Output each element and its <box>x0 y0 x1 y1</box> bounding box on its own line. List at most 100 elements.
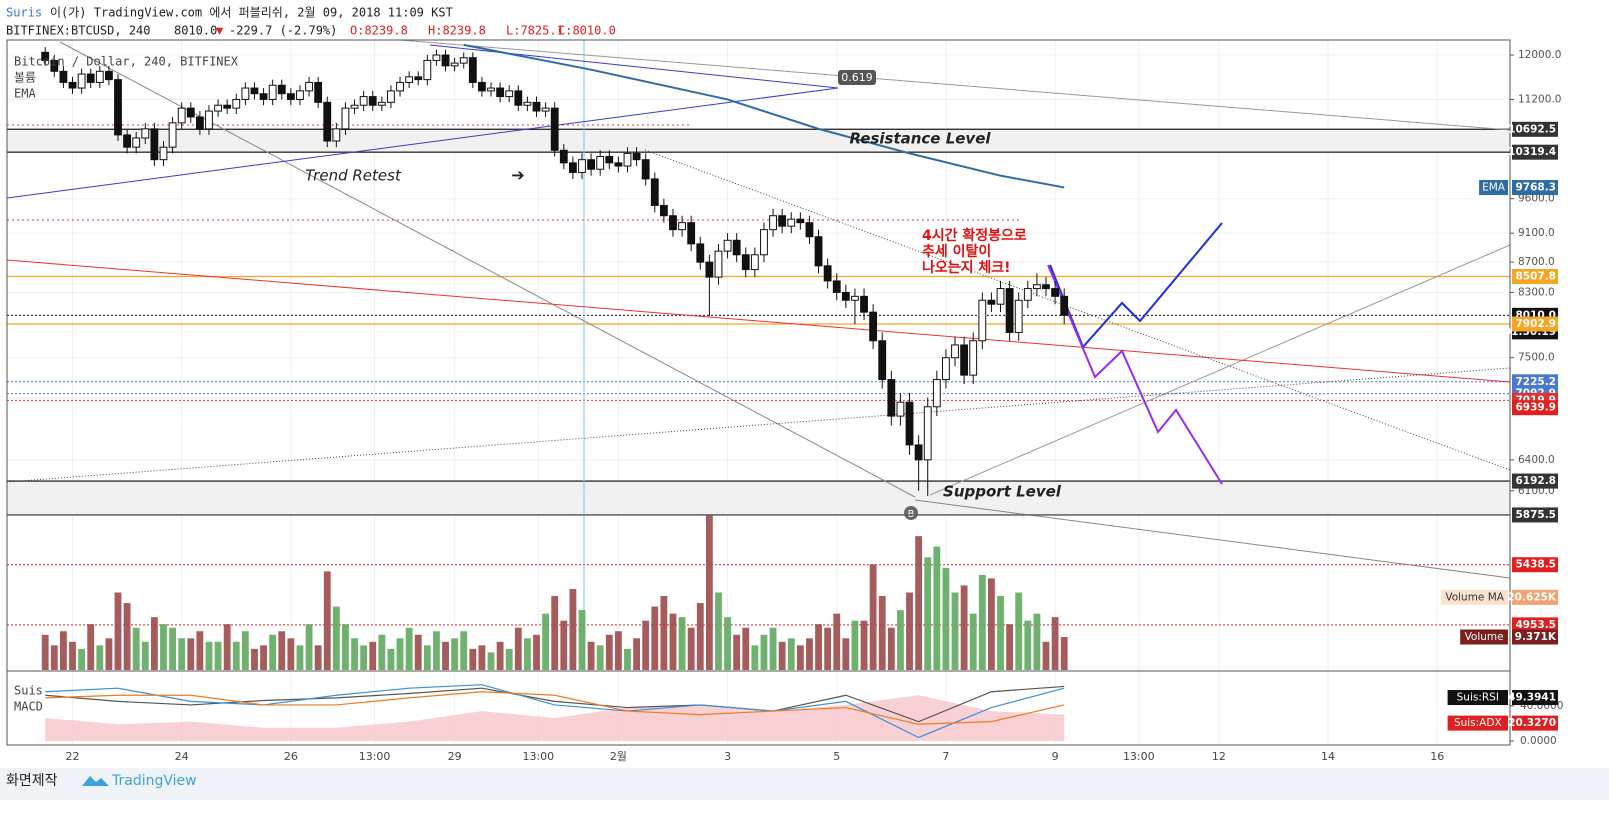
x-tick-label: 7 <box>942 750 949 763</box>
candle-body <box>641 159 650 180</box>
candle-body <box>305 81 313 92</box>
candle-body <box>114 79 122 136</box>
x-tick-label: 16 <box>1430 750 1444 763</box>
volume-bar <box>760 634 768 670</box>
volume-bar <box>396 638 404 670</box>
volume-bar <box>314 645 322 670</box>
candle-body <box>423 59 432 81</box>
volume-bar <box>369 641 377 670</box>
volume-bar <box>496 641 504 670</box>
y-tick-label: 8300.0 <box>1518 286 1555 298</box>
volume-bar <box>705 515 713 670</box>
candle-body <box>268 84 277 100</box>
candle-body <box>614 162 623 167</box>
candle-body <box>496 87 505 98</box>
candle-body <box>241 87 250 100</box>
volume-bar <box>678 617 686 670</box>
symbol: BITFINEX:BTCUSD, 240 <box>6 24 151 38</box>
volume-bar <box>460 631 468 670</box>
volume-bar <box>478 645 486 670</box>
volume-bar <box>414 634 422 670</box>
volume-bar <box>633 638 640 670</box>
volume-bar <box>551 596 559 670</box>
volume-bar <box>78 648 86 670</box>
candle-body <box>741 254 750 271</box>
candle-body <box>177 107 186 124</box>
volume-bar <box>1042 641 1050 670</box>
volume-bar <box>251 648 258 670</box>
volume-bar <box>69 641 76 670</box>
marker-name: Volume <box>1465 631 1504 643</box>
change: -229.7 (-2.79%) <box>229 24 337 38</box>
x-tick-label: 13:00 <box>522 750 554 763</box>
volume-bar <box>751 645 759 670</box>
pane-label: Suis <box>14 684 43 698</box>
axis: 22 24 26 13:00 29 13:00 2월 3 5 7 9 13:00 12 14 16 12000… <box>66 49 1564 763</box>
indicator-line <box>45 684 1065 739</box>
volume-bar <box>87 624 95 670</box>
legend-ema: EMA <box>14 87 36 101</box>
volume-bar <box>1033 613 1041 670</box>
footer-brand[interactable]: TradingView <box>111 773 197 789</box>
candle-body <box>104 70 113 81</box>
candle-body <box>341 107 350 130</box>
trendline <box>6 87 839 199</box>
volume-bar <box>733 634 741 670</box>
resistance-band <box>7 128 1510 152</box>
indicator-line <box>45 685 1065 723</box>
candle-body <box>541 107 550 112</box>
volume-bar <box>778 641 786 670</box>
volume-bar <box>860 620 868 670</box>
volume-bar <box>105 638 113 670</box>
candle-body <box>1060 295 1069 316</box>
marker-name: Suis:ADX <box>1454 717 1502 729</box>
candle-body <box>314 81 323 103</box>
volume-bar <box>405 627 413 670</box>
frames <box>6 39 1511 746</box>
candle-body <box>787 218 796 227</box>
candle-body <box>514 90 523 106</box>
candle-body <box>587 159 596 170</box>
candle-body <box>632 152 641 161</box>
candle-body <box>478 81 486 92</box>
y-tick-label: 12000.0 <box>1518 49 1561 61</box>
candle-body <box>368 96 377 106</box>
y-tick-label: 0.0000 <box>1520 735 1557 747</box>
volume-bar <box>442 641 449 670</box>
ohlc-high: H:8239.8 <box>428 24 486 38</box>
volume-bar <box>824 627 832 670</box>
arrow: ➔ <box>511 166 524 185</box>
candle-body <box>432 54 441 61</box>
trendline <box>399 39 1511 131</box>
volume-bar <box>523 638 531 670</box>
change-arrow: ▼ <box>216 24 224 38</box>
candle-body <box>232 98 241 109</box>
note-line: 4시간 확정봉으로 <box>922 227 1027 244</box>
candle-body <box>796 218 805 224</box>
volume-bar <box>287 638 295 670</box>
candle-body <box>932 379 941 408</box>
volume-bar <box>605 634 613 670</box>
volume-bar <box>342 624 349 670</box>
volume-bar <box>560 620 568 670</box>
candle-body <box>760 229 768 256</box>
candle-body <box>41 51 50 61</box>
x-tick-label: 5 <box>833 750 840 763</box>
candle-body <box>523 101 532 106</box>
candle-body <box>650 178 659 206</box>
volume-bar <box>150 617 158 670</box>
candle-body <box>150 128 159 161</box>
volume-bar <box>942 567 950 670</box>
candle-body <box>805 222 814 238</box>
price-marker-label: 4953.5 <box>1515 619 1556 631</box>
candle-body <box>860 295 868 313</box>
volume-bar <box>906 592 913 670</box>
x-tick-label: 2월 <box>610 750 627 763</box>
volume-bar <box>851 620 859 670</box>
price-marker <box>1512 715 1558 731</box>
volume-bar <box>178 638 186 670</box>
price-marker <box>1512 269 1558 285</box>
candle-body <box>605 156 614 164</box>
price-marker-label: 8507.8 <box>1515 271 1556 283</box>
